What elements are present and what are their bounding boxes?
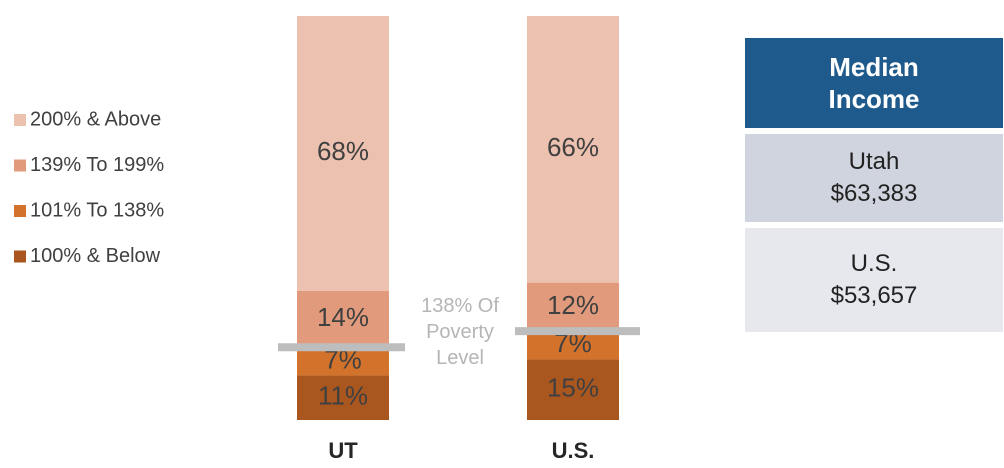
legend-label: 101% To 138% (30, 199, 164, 221)
bar-segment (527, 359, 619, 420)
table-header: Median Income (745, 38, 1003, 128)
cell: Utah (848, 148, 900, 175)
value-label: 12% (547, 290, 599, 320)
bar-segment (527, 282, 619, 332)
bar-segment (527, 16, 619, 283)
value-label: 11% (318, 381, 368, 411)
bar-segment (297, 16, 389, 291)
legend-label: 100% & Below (30, 245, 161, 267)
table-row: Utah $63,383 (745, 134, 1003, 222)
cell: U.S. (850, 250, 898, 277)
income-table: Median Income Utah $63,383 U.S. $53,657 (745, 38, 1003, 332)
table-row: U.S. $53,657 (745, 228, 1003, 332)
bar-segment (297, 290, 389, 348)
cell: $53,657 (830, 282, 918, 309)
bar-segment (297, 347, 389, 376)
legend-swatch (14, 159, 26, 172)
legend-label: 200% & Above (30, 108, 161, 130)
bar-segment (297, 375, 389, 420)
legend-label: 139% To 199% (30, 154, 164, 176)
legend-swatch (14, 250, 26, 263)
value-label: 14% (317, 302, 369, 332)
x-tick-label: UT (328, 438, 358, 463)
cell: $63,383 (830, 180, 918, 207)
legend-swatch (14, 114, 26, 126)
x-tick-label: U.S. (552, 438, 595, 463)
value-label: 15% (547, 373, 599, 403)
value-label: 66% (547, 132, 599, 162)
value-label: 68% (317, 136, 369, 166)
bar-segment (527, 331, 619, 360)
annotation: 138% Of Poverty Level (421, 295, 499, 369)
legend-swatch (14, 205, 26, 217)
